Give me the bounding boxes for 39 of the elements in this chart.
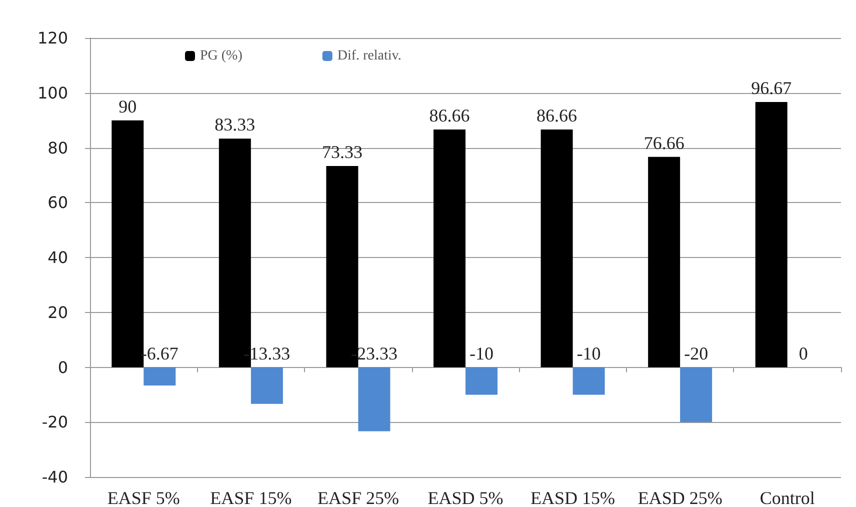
y-tick-label: 60 xyxy=(48,193,68,212)
bar xyxy=(250,367,283,404)
data-label: 86.66 xyxy=(536,105,578,126)
bar xyxy=(680,367,712,422)
x-tick-label: EASF 15% xyxy=(210,488,292,507)
data-label: 90 xyxy=(118,96,137,116)
data-label: -20 xyxy=(684,343,708,364)
bar xyxy=(144,367,176,386)
y-tick-label: 20 xyxy=(48,302,68,322)
x-tick-label: Control xyxy=(760,488,815,507)
data-label: 96.67 xyxy=(751,78,792,98)
data-label: 73.33 xyxy=(322,142,362,162)
y-tick-label: 0 xyxy=(58,358,68,377)
data-label: 76.66 xyxy=(644,132,684,153)
x-tick-label: EASF 25% xyxy=(317,488,399,507)
y-tick-label: 40 xyxy=(48,248,68,267)
bar xyxy=(648,156,680,368)
x-tick-label: EASD 15% xyxy=(530,488,616,507)
y-tick-label: 100 xyxy=(37,83,68,102)
x-tick-label: EASD 5% xyxy=(428,488,504,507)
data-label: 86.66 xyxy=(429,105,470,126)
bar xyxy=(755,102,788,368)
data-label: 83.33 xyxy=(214,114,256,135)
y-tick-label: 80 xyxy=(48,138,68,158)
bar xyxy=(358,367,390,432)
legend-label: PG (%) xyxy=(200,48,243,64)
bar xyxy=(572,367,605,395)
data-label: -10 xyxy=(576,343,601,364)
y-tick-label: 120 xyxy=(37,28,68,48)
bar xyxy=(466,367,498,395)
bar xyxy=(434,129,466,368)
y-tick-label: -20 xyxy=(42,412,68,432)
data-label: 0 xyxy=(798,343,808,364)
bar xyxy=(540,129,573,368)
legend-label: Dif. relativ. xyxy=(337,48,402,64)
data-label: -10 xyxy=(470,343,494,364)
y-tick-label: -40 xyxy=(42,468,68,486)
x-tick-label: EASD 25% xyxy=(638,488,722,507)
x-tick-label: EASF 5% xyxy=(107,488,180,507)
